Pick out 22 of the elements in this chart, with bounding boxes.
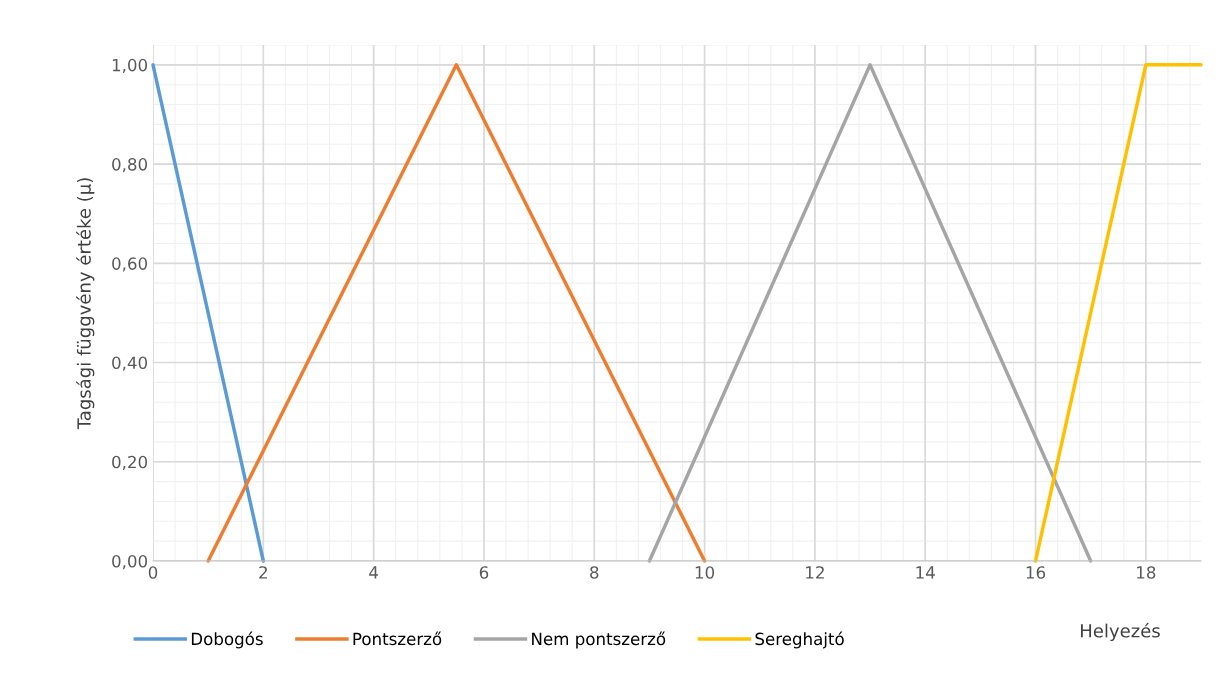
x-tick-label: 10: [695, 566, 715, 579]
x-tick-label: 2: [259, 566, 267, 579]
y-tick-label: 0,00: [112, 554, 148, 570]
x-tick-label: 14: [916, 566, 935, 579]
legend-label: Sereghajtó: [755, 631, 844, 649]
x-tick-label: 0: [148, 566, 158, 579]
x-tick-label: 6: [479, 566, 489, 579]
x-tick-label: 12: [806, 566, 824, 579]
legend-label: Dobogós: [191, 631, 263, 649]
y-tick-label: 0,80: [112, 158, 148, 173]
y-tick-label: 0,20: [112, 455, 148, 471]
x-tick-label: 16: [1026, 566, 1046, 579]
legend-label: Pontszerző: [353, 631, 442, 646]
x-tick-label: 4: [369, 566, 378, 579]
y-tick-label: 1,00: [112, 58, 148, 74]
y-tick-label: 0,40: [112, 356, 148, 371]
x-tick-label: 8: [590, 566, 599, 579]
y-axis-title: Tagsági függvény értéke (µ): [76, 178, 95, 430]
legend-label: Nem pontszerző: [532, 631, 666, 649]
x-axis-title: Helyezés: [1081, 622, 1160, 642]
x-tick-label: 18: [1137, 566, 1156, 579]
y-tick-label: 0,60: [112, 257, 148, 272]
